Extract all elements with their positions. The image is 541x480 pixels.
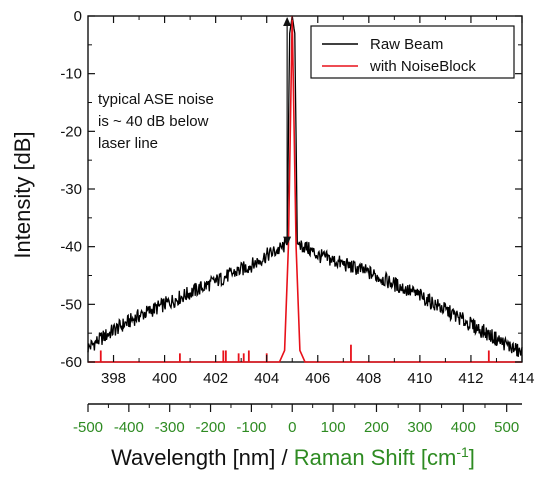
y-axis-label: Intensity [dB] [10,131,35,258]
y-tick-label: -40 [60,239,82,256]
legend-box [310,25,515,79]
x-tick-label: 406 [305,370,330,387]
x-axis-label-raman-close: ] [469,445,475,470]
x-tick-label: 412 [458,370,483,387]
raman-axis: -500 -400 -300 -200 -100 0 100 200 300 400 500 [73,403,522,436]
raman-tick-label: 300 [407,419,432,436]
x-axis-label-wavelength: Wavelength [nm] [111,445,275,470]
series-raw-beam-line [87,15,523,357]
y-tick-label: 0 [74,8,82,25]
x-axis: 398 400 402 404 406 408 410 412 414 [87,16,535,387]
y-tick-label: -60 [60,354,82,371]
y-tick-label: -10 [60,66,82,83]
x-axis-label-separator: / [275,445,293,470]
raman-tick-label: -400 [114,419,144,436]
annotation-layer: typical ASE noise is ~ 40 dB below laser l… [98,17,292,246]
annotation-arrowhead-top [283,17,292,26]
x-axis-label-raman-exponent: -1 [456,444,469,460]
y-axis: 0 -10 -20 -30 -40 -50 -60 [60,8,522,371]
x-tick-label: 414 [509,370,534,387]
x-tick-label: 398 [101,370,126,387]
x-tick-label: 408 [356,370,381,387]
annotation-arrowhead-bottom [283,236,292,246]
legend: Raw Beam with NoiseBlock [310,25,515,79]
raman-tick-label: -200 [196,419,226,436]
annotation-text-line: laser line [98,135,158,152]
raman-tick-label: 0 [288,419,296,436]
y-tick-label: -50 [60,296,82,313]
legend-label: Raw Beam [370,36,443,53]
x-axis-label-raman: Raman Shift [cm [294,445,457,470]
raman-tick-label: -300 [155,419,185,436]
y-tick-label: -20 [60,123,82,140]
raman-tick-label: -500 [73,419,103,436]
raman-tick-label: -100 [236,419,266,436]
x-axis-label: Wavelength [nm] / Raman Shift [cm-1] [111,444,475,470]
x-tick-label: 410 [407,370,432,387]
raman-tick-label: 400 [451,419,476,436]
annotation-text-line: typical ASE noise [98,91,214,108]
annotation-text-line: is ~ 40 dB below [98,113,209,130]
raman-tick-label: 500 [494,419,519,436]
x-tick-label: 404 [254,370,279,387]
legend-label: with NoiseBlock [369,58,476,75]
x-tick-label: 402 [203,370,228,387]
series-layer [87,15,523,363]
raman-tick-label: 200 [364,419,389,436]
x-tick-label: 400 [152,370,177,387]
y-tick-label: -30 [60,181,82,198]
raman-tick-label: 100 [321,419,346,436]
